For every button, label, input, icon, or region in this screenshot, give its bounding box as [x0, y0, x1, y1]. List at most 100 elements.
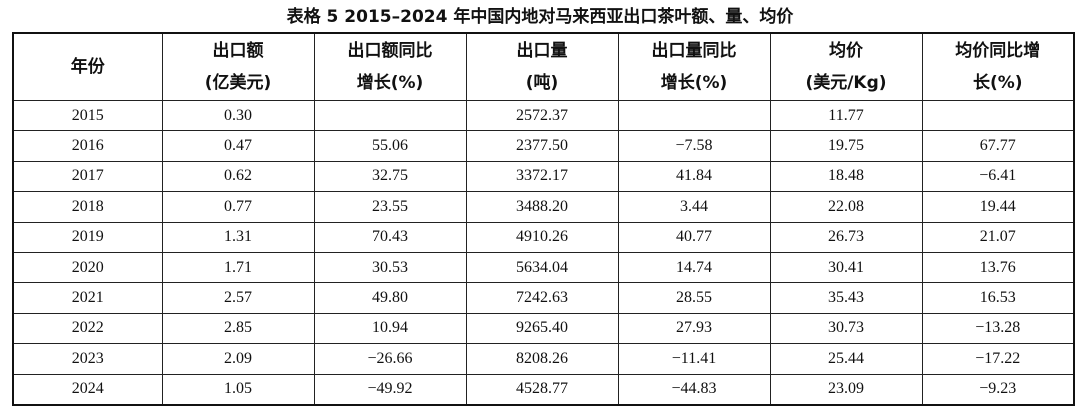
- table-cell: 2015: [12, 99, 163, 132]
- table-cell: 2023: [12, 343, 163, 375]
- table-cell: −49.92: [313, 373, 467, 406]
- table-cell: 2020: [12, 251, 163, 284]
- table-cell: 32.75: [313, 160, 467, 193]
- table-cell: 30.53: [313, 251, 467, 284]
- table-cell: 25.44: [769, 343, 923, 375]
- table-cell: 11.77: [769, 99, 923, 132]
- table-cell: 1.71: [161, 251, 315, 284]
- table-cell: 21.07: [921, 221, 1075, 253]
- table-cell: 30.41: [769, 251, 923, 284]
- table-cell: 4528.77: [465, 373, 619, 406]
- table-cell: 19.44: [921, 191, 1075, 223]
- table-cell: 55.06: [313, 130, 467, 162]
- table-cell: 2018: [12, 191, 163, 223]
- table-cell: −11.41: [617, 343, 771, 375]
- header-line: 均价同比增: [955, 41, 1041, 61]
- header-line: (美元/Kg): [805, 73, 887, 93]
- table-row: 2020 1.71 30.53 5634.04 14.74 30.41 13.76: [12, 251, 1075, 284]
- table-cell: −13.28: [921, 312, 1075, 345]
- table-cell: 1.05: [161, 373, 315, 406]
- table-cell: −26.66: [313, 343, 467, 375]
- table-cell: 28.55: [617, 282, 771, 314]
- table-cell: 27.93: [617, 312, 771, 345]
- table-cell: 10.94: [313, 312, 467, 345]
- table-cell: 5634.04: [465, 251, 619, 284]
- header-cell: 出口量同比增长(%): [617, 32, 771, 101]
- header-line: 出口额同比: [347, 41, 433, 61]
- table-caption: 表格 5 2015–2024 年中国内地对马来西亚出口茶叶额、量、均价: [286, 7, 794, 27]
- header-cell: 出口量 (吨): [465, 32, 619, 101]
- table-body: 2015 0.30 2572.37 11.77 2016 0.47 55.06 2377.50…: [12, 99, 1075, 406]
- header-cell: 年份: [12, 32, 163, 101]
- table-cell: [313, 99, 467, 132]
- header-cell: 出口额同比增长(%): [313, 32, 467, 101]
- table-cell: 2021: [12, 282, 163, 314]
- table-cell: 7242.63: [465, 282, 619, 314]
- table-cell: 2.85: [161, 312, 315, 345]
- header-cell: 出口额 (亿美元): [161, 32, 315, 101]
- header-line: 出口量: [516, 41, 568, 61]
- table-cell: 3372.17: [465, 160, 619, 193]
- table-cell: 1.31: [161, 221, 315, 253]
- table-cell: 70.43: [313, 221, 467, 253]
- table-cell: 2019: [12, 221, 163, 253]
- table-row: 2021 2.57 49.80 7242.63 28.55 35.43 16.53: [12, 282, 1075, 314]
- table-cell: 8208.26: [465, 343, 619, 375]
- table-cell: 26.73: [769, 221, 923, 253]
- table-cell: 40.77: [617, 221, 771, 253]
- table-cell: −17.22: [921, 343, 1075, 375]
- header-cell: 均价同比增长(%): [921, 32, 1075, 101]
- header-cell: 均价 (美元/Kg): [769, 32, 923, 101]
- table-cell: 2024: [12, 373, 163, 406]
- table-cell: 2572.37: [465, 99, 619, 132]
- table-cell: 4910.26: [465, 221, 619, 253]
- table-cell: [617, 99, 771, 132]
- header-line: 长(%): [972, 73, 1023, 93]
- table-cell: −9.23: [921, 373, 1075, 406]
- table-row: 2018 0.77 23.55 3488.20 3.44 22.08 19.44: [12, 191, 1075, 223]
- table-cell: 30.73: [769, 312, 923, 345]
- table-cell: 3488.20: [465, 191, 619, 223]
- table-cell: −7.58: [617, 130, 771, 162]
- table-cell: 49.80: [313, 282, 467, 314]
- table-cell: −6.41: [921, 160, 1075, 193]
- header-line: 年份: [70, 57, 105, 77]
- table-cell: 9265.40: [465, 312, 619, 345]
- table-cell: 13.76: [921, 251, 1075, 284]
- table-cell: 0.47: [161, 130, 315, 162]
- header-line: 出口量同比: [651, 41, 737, 61]
- table-cell: 0.30: [161, 99, 315, 132]
- table-cell: 41.84: [617, 160, 771, 193]
- table-cell: 2.09: [161, 343, 315, 375]
- table-cell: 2017: [12, 160, 163, 193]
- header-line: (吨): [525, 73, 559, 93]
- table-row: 2019 1.31 70.43 4910.26 40.77 26.73 21.07: [12, 221, 1075, 253]
- table-cell: 2022: [12, 312, 163, 345]
- data-table: 年份 出口额 (亿美元) 出口额同比增长(%) 出口量 (吨) 出口量同比增长(%) 均价 (美…: [12, 32, 1075, 406]
- table-cell: −44.83: [617, 373, 771, 406]
- table-cell: 2377.50: [465, 130, 619, 162]
- header-row: 年份 出口额 (亿美元) 出口额同比增长(%) 出口量 (吨) 出口量同比增长(%) 均价 (美…: [12, 32, 1075, 101]
- table-row: 2023 2.09 −26.66 8208.26 −11.41 25.44 −17.22: [12, 343, 1075, 375]
- header-line: (亿美元): [204, 73, 272, 93]
- table-cell: 3.44: [617, 191, 771, 223]
- header-line: 出口额: [212, 41, 264, 61]
- table-row: 2015 0.30 2572.37 11.77: [12, 99, 1075, 132]
- table-row: 2016 0.47 55.06 2377.50 −7.58 19.75 67.77: [12, 130, 1075, 162]
- table-cell: 23.55: [313, 191, 467, 223]
- table-cell: 67.77: [921, 130, 1075, 162]
- table-row: 2017 0.62 32.75 3372.17 41.84 18.48 −6.41: [12, 160, 1075, 193]
- header-line: 增长(%): [356, 73, 424, 93]
- table-cell: 18.48: [769, 160, 923, 193]
- table-row: 2024 1.05 −49.92 4528.77 −44.83 23.09 −9.23: [12, 373, 1075, 406]
- table-cell: 0.77: [161, 191, 315, 223]
- header-line: 增长(%): [660, 73, 728, 93]
- table-cell: 16.53: [921, 282, 1075, 314]
- table-row: 2022 2.85 10.94 9265.40 27.93 30.73 −13.28: [12, 312, 1075, 345]
- table-cell: 23.09: [769, 373, 923, 406]
- table-cell: 2.57: [161, 282, 315, 314]
- table-cell: 2016: [12, 130, 163, 162]
- table-cell: [921, 99, 1075, 132]
- header-line: 均价: [829, 41, 863, 61]
